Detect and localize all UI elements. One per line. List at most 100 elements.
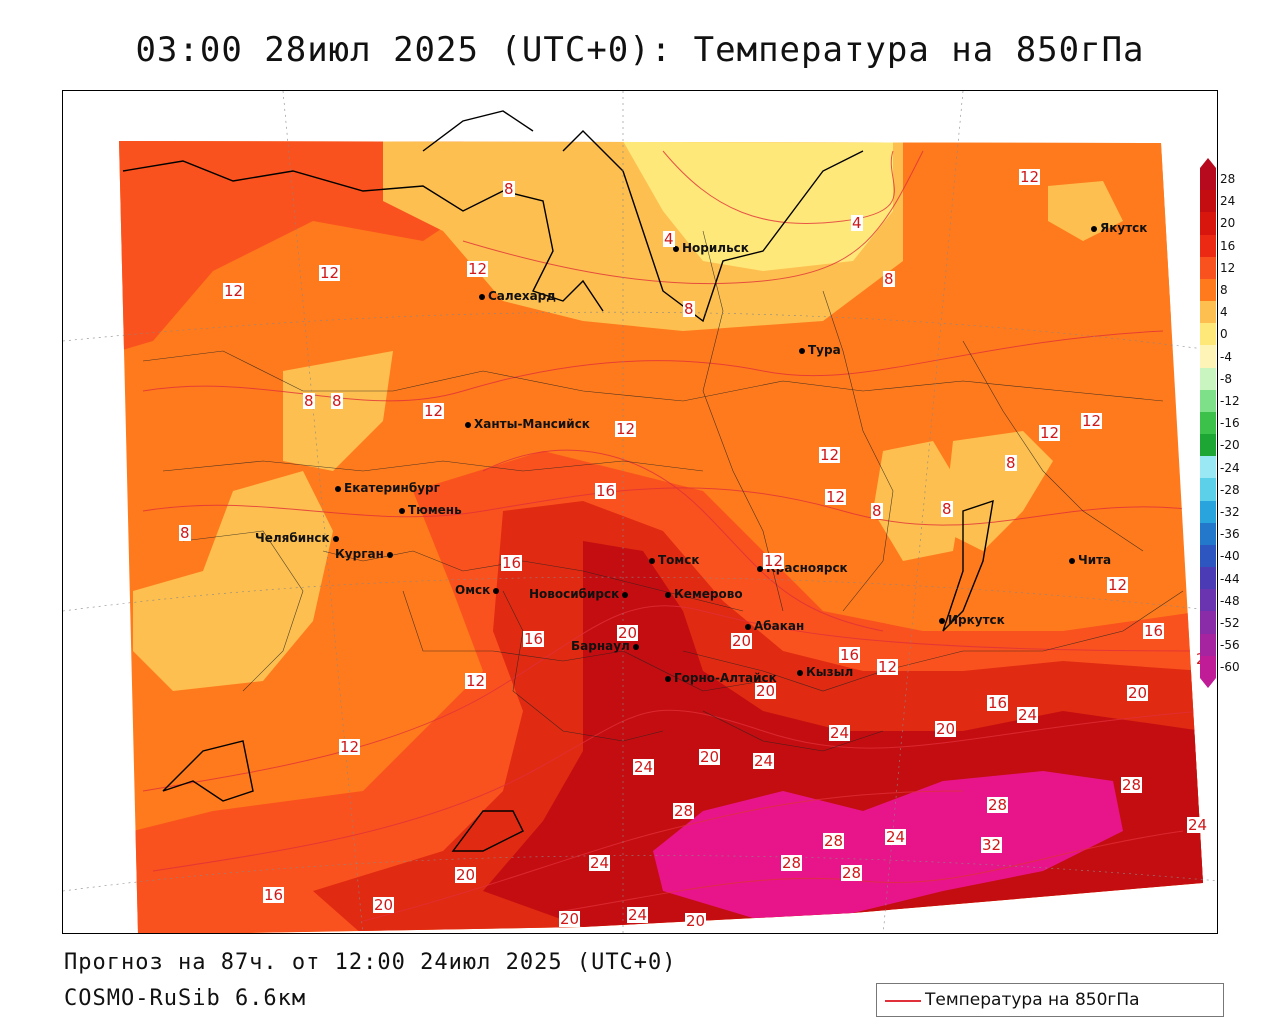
colorbar-tick-label: -20 bbox=[1220, 438, 1240, 453]
legend-label: Температура на 850гПа bbox=[925, 990, 1140, 1010]
city-omsk[interactable]: Омск bbox=[455, 583, 502, 597]
city-norilsk[interactable]: Норильск bbox=[673, 241, 749, 255]
contour-label: 12 bbox=[825, 488, 847, 506]
colorbar-segment bbox=[1200, 522, 1216, 546]
city-tomsk[interactable]: Томск bbox=[649, 553, 700, 567]
colorbar-segment bbox=[1200, 589, 1216, 612]
city-dot bbox=[745, 623, 751, 630]
colorbar-segment bbox=[1200, 168, 1216, 191]
colorbar-tick-label: -48 bbox=[1220, 593, 1240, 608]
colorbar-segment bbox=[1200, 611, 1216, 635]
city-dot bbox=[1069, 557, 1075, 564]
map-title: 03:00 28июл 2025 (UTC+0): Температура на… bbox=[135, 30, 1145, 70]
region-borders bbox=[142, 230, 1184, 752]
city-dot bbox=[465, 421, 471, 428]
contour-label: 24 bbox=[885, 828, 907, 846]
colorbar-segment bbox=[1200, 500, 1216, 524]
colorbar-segment bbox=[1200, 655, 1216, 679]
contour-label: 16 bbox=[263, 886, 285, 904]
contour-label: 12 bbox=[763, 552, 785, 570]
contour-label: 12 bbox=[615, 420, 637, 438]
city-barnaul[interactable]: Барнаул bbox=[571, 639, 642, 653]
colorbar-segment bbox=[1200, 411, 1216, 435]
colorbar-tick-label: -28 bbox=[1220, 482, 1240, 497]
city-irkutsk[interactable]: Иркутск bbox=[939, 613, 1005, 627]
colorbar-segment bbox=[1200, 633, 1216, 657]
colorbar-segment bbox=[1200, 389, 1216, 413]
colorbar-tick-label: -40 bbox=[1220, 549, 1240, 564]
colorbar-tick-label: 28 bbox=[1220, 172, 1236, 186]
contour-label: 20 bbox=[1127, 684, 1149, 702]
contour-label: 20 bbox=[935, 720, 957, 738]
city-dot bbox=[335, 485, 341, 492]
contour-label: 12 bbox=[223, 282, 245, 300]
contour-label: 24 bbox=[627, 906, 649, 924]
graticule bbox=[63, 91, 1217, 933]
contour-label: 20 bbox=[731, 632, 753, 650]
city-novosibirsk[interactable]: Новосибирск bbox=[529, 587, 631, 601]
contour-label: 12 bbox=[465, 672, 487, 690]
contour-label: 12 bbox=[1081, 412, 1103, 430]
city-abakan[interactable]: Абакан bbox=[745, 619, 804, 633]
contour-label: 12 bbox=[819, 446, 841, 464]
colorbar-segment bbox=[1200, 190, 1216, 213]
contour-label: 20 bbox=[373, 896, 395, 914]
city-dot bbox=[1091, 225, 1097, 232]
city-dot bbox=[665, 591, 671, 598]
contour-label: 20 bbox=[617, 624, 639, 642]
city-salekhard[interactable]: Салехард bbox=[479, 289, 556, 303]
city-krasnoyarsk[interactable]: Красноярск bbox=[757, 561, 848, 575]
contour-label: 16 bbox=[1143, 622, 1165, 640]
city-kemerovo[interactable]: Кемерово bbox=[665, 587, 743, 601]
colorbar-tick-label: 16 bbox=[1220, 238, 1236, 253]
city-dot bbox=[332, 535, 339, 542]
colorbar-segment bbox=[1200, 256, 1216, 280]
city-dot bbox=[665, 675, 671, 682]
city-dot bbox=[632, 643, 639, 650]
city-dot bbox=[757, 565, 763, 572]
colorbar-segment bbox=[1200, 278, 1216, 302]
colorbar-tick-label: -16 bbox=[1220, 416, 1240, 431]
city-yakutsk[interactable]: Якутск bbox=[1091, 221, 1147, 235]
contour-label: 12 bbox=[1039, 424, 1061, 442]
contour-label: 8 bbox=[331, 392, 343, 410]
temperature-map[interactable]: Норильск Якутск Салехард Тура Ханты-Манс… bbox=[62, 90, 1218, 934]
city-tyumen[interactable]: Тюмень bbox=[399, 503, 462, 517]
contour-label: 32 bbox=[981, 836, 1003, 854]
colorbar-tick-label: 20 bbox=[1220, 216, 1236, 231]
contour-label: 24 bbox=[753, 752, 775, 770]
colorbar-tick-label: 0 bbox=[1220, 327, 1228, 342]
contour-label: 28 bbox=[841, 864, 863, 882]
contour-label: 20 bbox=[455, 866, 477, 884]
colorbar-segment bbox=[1200, 301, 1216, 324]
contour-label: 16 bbox=[501, 554, 523, 572]
city-khanty-mansiysk[interactable]: Ханты-Мансийск bbox=[465, 417, 590, 431]
contour-label: 24 bbox=[633, 758, 655, 776]
model-name: COSMO-RuSib 6.6км bbox=[64, 986, 307, 1011]
contour-label: 16 bbox=[987, 694, 1009, 712]
city-chelyabinsk[interactable]: Челябинск bbox=[255, 531, 342, 545]
contour-label: 12 bbox=[319, 264, 341, 282]
contour-label: 8 bbox=[179, 524, 191, 542]
city-kyzyl[interactable]: Кызыл bbox=[797, 665, 853, 679]
contour-label: 28 bbox=[987, 796, 1009, 814]
contour-label: 24 bbox=[1187, 816, 1209, 834]
colorbar-tick-label: -4 bbox=[1220, 349, 1232, 364]
contour-label: 20 bbox=[699, 748, 721, 766]
city-dot bbox=[493, 587, 500, 594]
colorbar-bottom-arrow bbox=[1200, 678, 1216, 688]
colorbar-tick-label: -56 bbox=[1220, 638, 1240, 653]
city-tura[interactable]: Тура bbox=[799, 343, 841, 357]
city-kurgan[interactable]: Курган bbox=[335, 547, 396, 561]
contour-label: 8 bbox=[871, 502, 883, 520]
city-yekaterinburg[interactable]: Екатеринбург bbox=[335, 481, 440, 495]
colorbar-tick-label: -44 bbox=[1220, 571, 1240, 586]
city-gorno-altaysk[interactable]: Горно-Алтайск bbox=[665, 671, 777, 685]
forecast-info: Прогноз на 87ч. от 12:00 24июл 2025 (UTC… bbox=[64, 950, 677, 975]
contour-label: 12 bbox=[877, 658, 899, 676]
contour-label: 8 bbox=[683, 300, 695, 318]
city-chita[interactable]: Чита bbox=[1069, 553, 1111, 567]
temperature-field bbox=[119, 141, 1203, 933]
colorbar-tick-label: 4 bbox=[1220, 305, 1228, 320]
contour-label: 4 bbox=[851, 214, 863, 232]
